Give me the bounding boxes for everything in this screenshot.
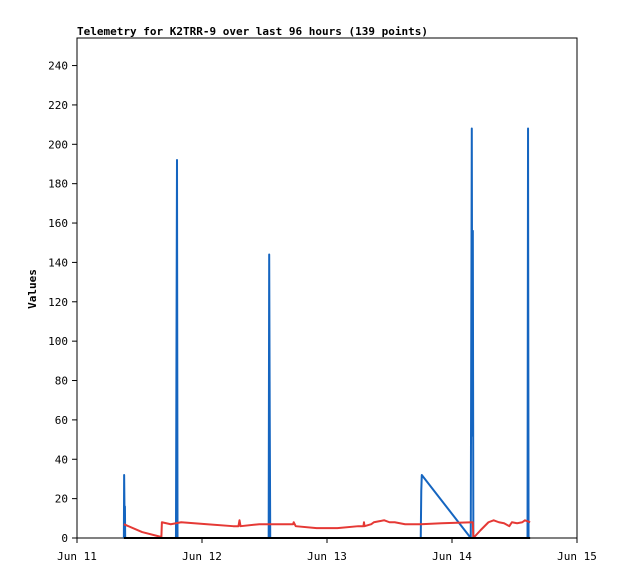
y-tick-label: 180 — [48, 178, 68, 191]
y-tick-label: 80 — [55, 375, 68, 388]
y-tick-label: 120 — [48, 296, 68, 309]
plot-area-frame — [76, 37, 578, 539]
series-layer — [122, 127, 531, 539]
y-tick-label: 140 — [48, 256, 68, 269]
y-axis: 0 20 40 60 80 100 120 140 160 180 200 220 240 — [48, 60, 77, 545]
y-tick-label: 0 — [61, 532, 68, 545]
series-line-1 — [123, 519, 531, 539]
y-tick-label: 200 — [48, 138, 68, 151]
chart-title: Telemetry for K2TRR-9 over last 96 hours… — [77, 25, 428, 38]
x-tick-label: Jun 15 — [557, 550, 597, 563]
y-axis-label: Values — [26, 269, 39, 309]
y-tick-label: 40 — [55, 453, 68, 466]
x-tick-label: Jun 11 — [57, 550, 97, 563]
x-tick-label: Jun 14 — [432, 550, 472, 563]
y-tick-label: 100 — [48, 335, 68, 348]
x-axis: Jun 11 Jun 12 Jun 13 Jun 14 Jun 15 — [57, 538, 597, 563]
y-tick-label: 240 — [48, 60, 68, 73]
y-tick-label: 220 — [48, 99, 68, 112]
y-tick-label: 60 — [55, 414, 68, 427]
x-tick-label: Jun 13 — [307, 550, 347, 563]
y-tick-label: 20 — [55, 493, 68, 506]
y-tick-label: 160 — [48, 217, 68, 230]
x-tick-label: Jun 12 — [182, 550, 222, 563]
